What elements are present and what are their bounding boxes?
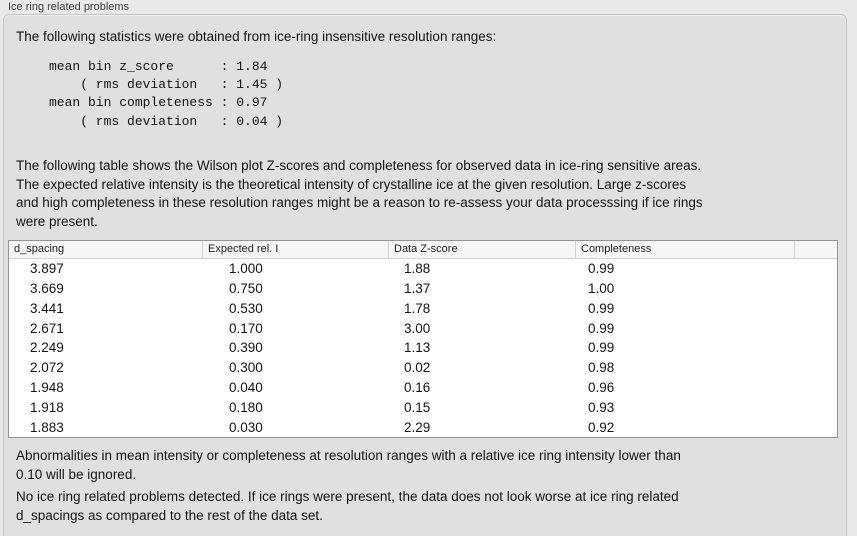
cell-d-spacing: 2.671 [30, 320, 64, 336]
cell-filler [794, 378, 837, 398]
cell-data-z-score: 1.13 [404, 340, 431, 356]
cell-expected-rel-i: 0.170 [229, 320, 263, 336]
cell-filler [794, 299, 837, 319]
cell-filler [794, 319, 837, 339]
cell-filler [794, 338, 837, 358]
cell-expected-rel-i: 0.040 [229, 380, 263, 396]
conclusion-text: No ice ring related problems detected. I… [16, 489, 679, 523]
cell-d-spacing: 3.897 [30, 261, 64, 276]
cell-data-z-score: 1.37 [404, 280, 431, 296]
table-row[interactable]: 1.883 0.030 2.29 0.92 [9, 418, 837, 438]
cell-d-spacing: 3.669 [30, 280, 64, 296]
column-header-completeness[interactable]: Completeness [575, 241, 794, 258]
cell-expected-rel-i: 0.180 [229, 399, 263, 415]
cell-completeness: 0.98 [588, 360, 615, 376]
column-header-d-spacing[interactable]: d_spacing [14, 243, 65, 255]
cell-data-z-score: 0.15 [404, 399, 431, 415]
group-box-title: Ice ring related problems [8, 1, 130, 13]
cell-filler [794, 418, 837, 438]
table-body: 3.897 1.000 1.88 0.99 3.669 0.750 1.37 1… [9, 259, 837, 438]
cell-completeness: 0.96 [588, 380, 615, 396]
cell-completeness: 0.99 [588, 261, 615, 276]
table-description-text: The following table shows the Wilson plo… [16, 158, 703, 229]
cell-d-spacing: 1.948 [30, 380, 64, 396]
cell-data-z-score: 0.16 [404, 380, 431, 396]
stats-intro-text: The following statistics were obtained f… [16, 29, 497, 44]
table-row[interactable]: 3.441 0.530 1.78 0.99 [9, 299, 837, 319]
cell-expected-rel-i: 0.300 [229, 360, 263, 376]
cell-completeness: 0.93 [588, 399, 615, 415]
cell-data-z-score: 1.88 [404, 261, 431, 276]
table-row[interactable]: 2.072 0.300 0.02 0.98 [9, 358, 837, 378]
cell-filler [794, 398, 837, 418]
cell-filler [794, 259, 837, 279]
cell-filler [794, 358, 837, 378]
cell-d-spacing: 1.883 [30, 419, 64, 435]
cell-completeness: 0.92 [588, 419, 615, 435]
table-row[interactable]: 3.897 1.000 1.88 0.99 [9, 259, 837, 279]
cell-filler [794, 279, 837, 299]
cell-expected-rel-i: 0.030 [229, 419, 263, 435]
column-header-data-z-score[interactable]: Data Z-score [388, 241, 575, 258]
cell-expected-rel-i: 1.000 [229, 261, 263, 276]
cell-completeness: 1.00 [588, 280, 615, 296]
cell-d-spacing: 2.249 [30, 340, 64, 356]
table-row[interactable]: 1.918 0.180 0.15 0.93 [9, 398, 837, 418]
table-row[interactable]: 2.671 0.170 3.00 0.99 [9, 319, 837, 339]
cell-d-spacing: 1.918 [30, 399, 64, 415]
cell-data-z-score: 2.29 [404, 419, 431, 435]
cell-completeness: 0.99 [588, 320, 615, 336]
table-row[interactable]: 1.948 0.040 0.16 0.96 [9, 378, 837, 398]
threshold-note-text: Abnormalities in mean intensity or compl… [16, 448, 681, 482]
table-row[interactable]: 3.669 0.750 1.37 1.00 [9, 279, 837, 299]
cell-expected-rel-i: 0.390 [229, 340, 263, 356]
cell-data-z-score: 0.02 [404, 360, 431, 376]
table-header-row: d_spacing Expected rel. I Data Z-score C… [9, 241, 837, 259]
stats-values-block: mean bin z_score : 1.84 ( rms deviation … [49, 59, 284, 129]
cell-d-spacing: 2.072 [30, 360, 64, 376]
column-header-expected-rel-i[interactable]: Expected rel. I [202, 241, 388, 258]
cell-data-z-score: 3.00 [404, 320, 431, 336]
ice-ring-table: d_spacing Expected rel. I Data Z-score C… [8, 240, 838, 438]
cell-expected-rel-i: 0.750 [229, 280, 263, 296]
cell-d-spacing: 3.441 [30, 300, 64, 316]
cell-data-z-score: 1.78 [404, 300, 431, 316]
cell-completeness: 0.99 [588, 300, 615, 316]
column-header-filler [794, 241, 837, 258]
cell-expected-rel-i: 0.530 [229, 300, 263, 316]
cell-completeness: 0.99 [588, 340, 615, 356]
table-row[interactable]: 2.249 0.390 1.13 0.99 [9, 338, 837, 358]
